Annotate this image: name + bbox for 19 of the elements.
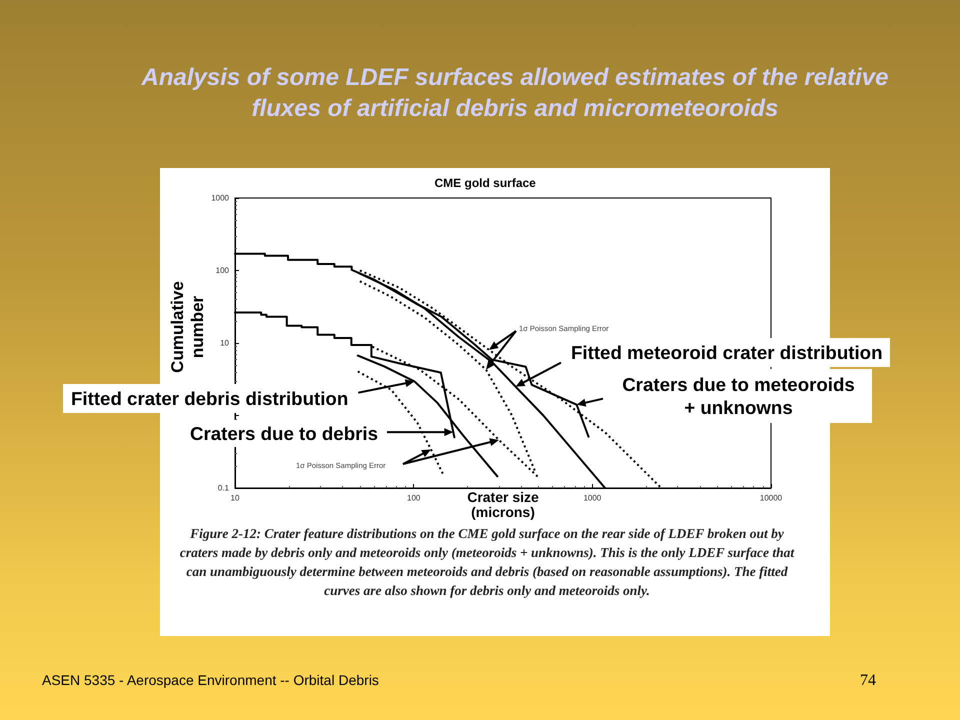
annotation: Fitted crater debris distribution [63,384,356,413]
y-tick-label: 1000 [211,194,230,202]
y-axis-title: Cumulative number [168,280,208,375]
text: 74 [860,672,876,690]
annotation: Craters due to debris [183,420,385,447]
y-tick-label: 0.1 [218,484,230,492]
x-axis-title: Crater size (microns) [466,489,540,520]
x-tick-label: 100 [406,494,421,502]
annotation: Fitted meteoroid crater distribution [563,338,890,367]
y-tick-label: 100 [216,266,230,275]
x-tick-label: 1000 [583,494,602,502]
text: ASEN 5335 - Aerospace Environment -- Orbital Debris [42,672,379,688]
chart-title: Analysis of some LDEF surfaces allowed estimates of the relative fluxes of artificial debris and micrometeoroids [140,63,890,124]
caption: Figure 2-12: Crater feature distributions on the CME gold surface on the rear side of LDEF broken out by craters made by debris only and meteoroids only (meteoroids + unknowns). This is the only LDEF surface that can unambiguously determine between meteoroids and debris (based on reasonable assumptions). The fitted curves are also shown for debris only and meteoroids only. [178,525,796,600]
chart-subtitle: CME gold surface [434,176,536,190]
y-tick-label: 10 [220,338,230,348]
x-tick-label: 10 [230,494,240,502]
annotation: Craters due to meteoroids + unknowns [605,369,872,423]
x-tick-label: 10000 [760,494,783,502]
